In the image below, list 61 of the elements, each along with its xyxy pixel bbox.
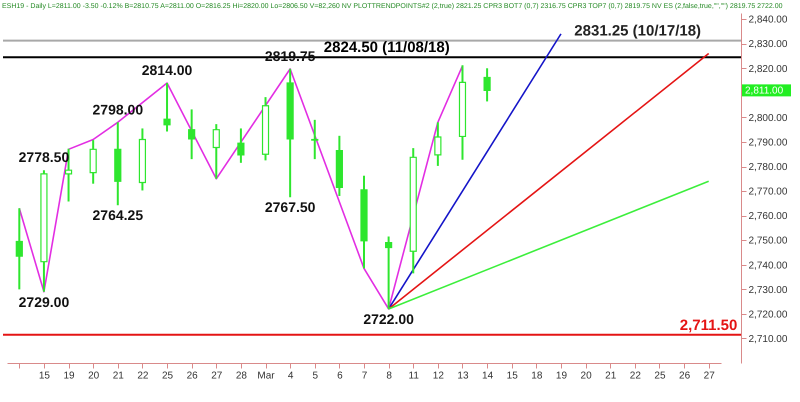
x-tick-label: 19: [556, 370, 568, 382]
x-tick-label: 11: [408, 370, 420, 382]
candlestick: [188, 108, 196, 160]
annotation: 2722.00: [363, 310, 414, 327]
x-tick-label: 26: [679, 370, 691, 382]
y-tick-label: 2,740.00: [748, 260, 788, 272]
x-tick-label: 14: [482, 370, 494, 382]
x-tick-label: 27: [704, 370, 716, 382]
x-tick-label: 12: [432, 370, 444, 382]
annotation: 2767.50: [264, 199, 316, 216]
y-tick-label: 2,710.00: [748, 334, 788, 345]
x-tick-label: 28: [236, 370, 248, 382]
ref-line-label: 2824.50 (11/08/18): [324, 39, 450, 56]
candlestick: [237, 127, 244, 164]
ref-line-label: 2831.25 (10/17/18): [574, 22, 702, 40]
x-tick-label: 6: [337, 370, 344, 382]
y-tick-label: 2,830.00: [748, 39, 788, 50]
x-tick-label: 25: [654, 370, 666, 382]
y-tick-label: 2,840.00: [748, 14, 788, 26]
x-tick-label: 27: [211, 370, 223, 382]
x-tick-label: 15: [38, 370, 50, 382]
y-tick-label: 2,770.00: [748, 186, 788, 198]
y-tick-label: 2,790.00: [748, 137, 788, 148]
y-tick-label: 2,820.00: [748, 64, 788, 75]
candlestick: [385, 236, 392, 310]
text: 2,811.00: [745, 85, 784, 96]
annotation: 2764.25: [92, 207, 144, 224]
candlestick: [16, 207, 23, 290]
x-tick-label: 7: [362, 370, 368, 382]
x-tick-label: 25: [162, 370, 174, 382]
annotation: 2814.00: [142, 62, 193, 78]
x-tick-label: 21: [605, 370, 617, 382]
y-tick-label: 2,730.00: [748, 284, 788, 296]
x-tick-label: 13: [457, 370, 469, 382]
x-tick-label: 22: [630, 370, 642, 382]
candlestick: [434, 121, 442, 167]
x-tick-label: 20: [580, 370, 592, 382]
x-tick-label: 26: [186, 370, 198, 382]
candlestick: [212, 123, 220, 180]
x-tick-label: 4: [288, 370, 294, 382]
x-tick-label: Mar: [257, 370, 276, 382]
candlestick: [163, 82, 171, 133]
x-tick-label: 21: [112, 370, 124, 382]
x-tick-label: 20: [88, 370, 100, 382]
x-tick-label: 18: [531, 370, 543, 382]
y-tick-label: 2,800.00: [748, 112, 788, 124]
y-tick-label: 2,720.00: [748, 309, 788, 320]
candlestick: [311, 118, 318, 160]
ref-line-label: 2,711.50: [680, 316, 738, 334]
candlestick: [484, 67, 491, 102]
candlestick: [90, 139, 97, 185]
x-tick-label: 8: [386, 370, 392, 382]
x-tick-label: 19: [63, 370, 76, 382]
y-tick-label: 2,750.00: [748, 236, 788, 247]
y-tick-label: 2,760.00: [748, 211, 788, 222]
x-tick-label: 22: [137, 370, 149, 382]
line-series: [18, 65, 464, 310]
x-tick-label: 5: [312, 370, 318, 382]
y-tick-label: 2,780.00: [748, 162, 788, 174]
annotation: 2729.00: [18, 294, 70, 310]
x-tick-label: 15: [506, 370, 518, 382]
